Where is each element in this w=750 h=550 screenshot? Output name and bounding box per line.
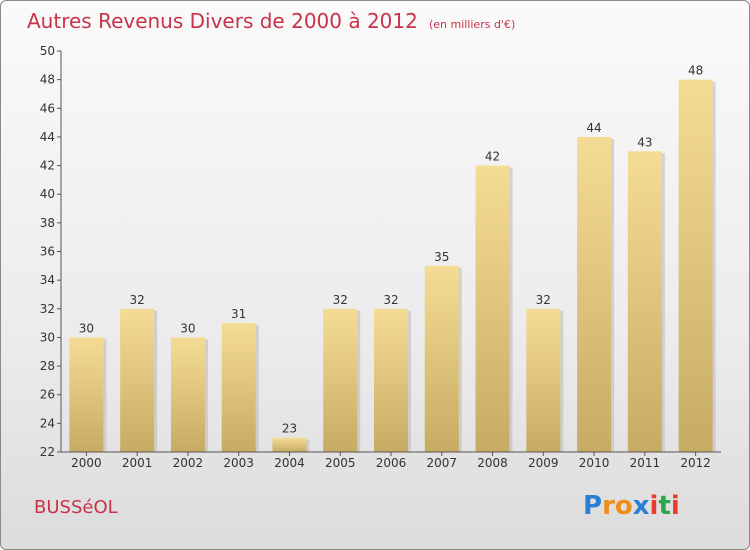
bar-value-label: 44: [586, 121, 601, 135]
x-tick-label: 2002: [173, 456, 204, 470]
bar: [272, 437, 307, 452]
bar: [69, 337, 104, 452]
bar: [221, 323, 256, 452]
bar-value-label: 48: [688, 64, 703, 78]
y-axis: 22 24 26 28 30 32 34 36 38 40 42 44 46 48 50: [40, 44, 62, 459]
y-tick-label: 40: [40, 187, 55, 201]
y-tick-label: 38: [40, 216, 55, 230]
y-tick-label: 24: [40, 416, 55, 430]
x-tick-label: 2012: [680, 456, 711, 470]
x-tick-label: 2011: [630, 456, 661, 470]
bars: 30 32 30 31 23 32 32 35 42 32 44 43 48: [69, 64, 716, 453]
y-tick-label: 28: [40, 359, 55, 373]
y-tick-label: 32: [40, 302, 55, 316]
logo-letter: i: [649, 491, 659, 521]
x-tick-label: 2000: [71, 456, 102, 470]
x-tick-label: 2010: [579, 456, 610, 470]
bar-value-label: 31: [231, 307, 246, 321]
bar-value-label: 30: [79, 321, 94, 335]
bar: [577, 136, 612, 452]
bar-value-label: 32: [130, 293, 145, 307]
y-tick-label: 50: [40, 44, 55, 58]
y-tick-label: 48: [40, 73, 55, 87]
x-tick-label: 2001: [122, 456, 153, 470]
y-tick-label: 30: [40, 330, 55, 344]
bar: [475, 165, 510, 453]
x-tick-label: 2004: [274, 456, 305, 470]
bar-value-label: 35: [434, 250, 449, 264]
y-tick-label: 46: [40, 101, 55, 115]
x-tick-label: 2007: [426, 456, 457, 470]
logo-letter: t: [658, 491, 671, 521]
bar: [627, 151, 662, 452]
bar: [526, 308, 561, 452]
x-tick-label: 2008: [477, 456, 508, 470]
bar-value-label: 43: [637, 135, 652, 149]
bar: [678, 79, 713, 453]
y-tick-label: 42: [40, 159, 55, 173]
bar-value-label: 32: [333, 293, 348, 307]
bar: [424, 265, 459, 452]
bar: [170, 337, 205, 452]
bar-value-label: 30: [180, 321, 195, 335]
x-axis: 2000 2001 2002 2003 2004 2005 2006 2007 2008 2009…: [61, 451, 721, 470]
logo-letter: i: [670, 491, 680, 521]
bar: [374, 308, 408, 452]
title-text: Autres Revenus Divers de 2000 à 2012: [27, 9, 418, 33]
y-tick-label: 36: [40, 245, 55, 259]
logo-letter: o: [614, 491, 633, 521]
y-tick-label: 26: [40, 388, 55, 402]
y-tick-label: 34: [40, 273, 55, 287]
chart-title: Autres Revenus Divers de 2000 à 2012 (en…: [27, 9, 515, 33]
unit-note: (en milliers d'€): [428, 18, 516, 31]
bar-value-label: 42: [485, 150, 500, 164]
bar-value-label: 32: [383, 293, 398, 307]
y-tick-label: 22: [40, 445, 55, 459]
location-label: BUSSéOL: [34, 497, 118, 518]
logo-letter: x: [632, 491, 650, 521]
logo-letter: r: [602, 491, 615, 521]
x-tick-label: 2009: [528, 456, 559, 470]
bar-value-label: 32: [536, 293, 551, 307]
x-tick-label: 2006: [376, 456, 407, 470]
bar: [120, 308, 155, 452]
bar-value-label: 23: [282, 422, 297, 436]
x-tick-label: 2003: [223, 456, 254, 470]
y-tick-label: 44: [40, 130, 55, 144]
proxiti-logo: Proxiti: [583, 491, 680, 521]
x-tick-label: 2005: [325, 456, 356, 470]
logo-letter: P: [583, 491, 603, 521]
bar: [323, 308, 358, 452]
